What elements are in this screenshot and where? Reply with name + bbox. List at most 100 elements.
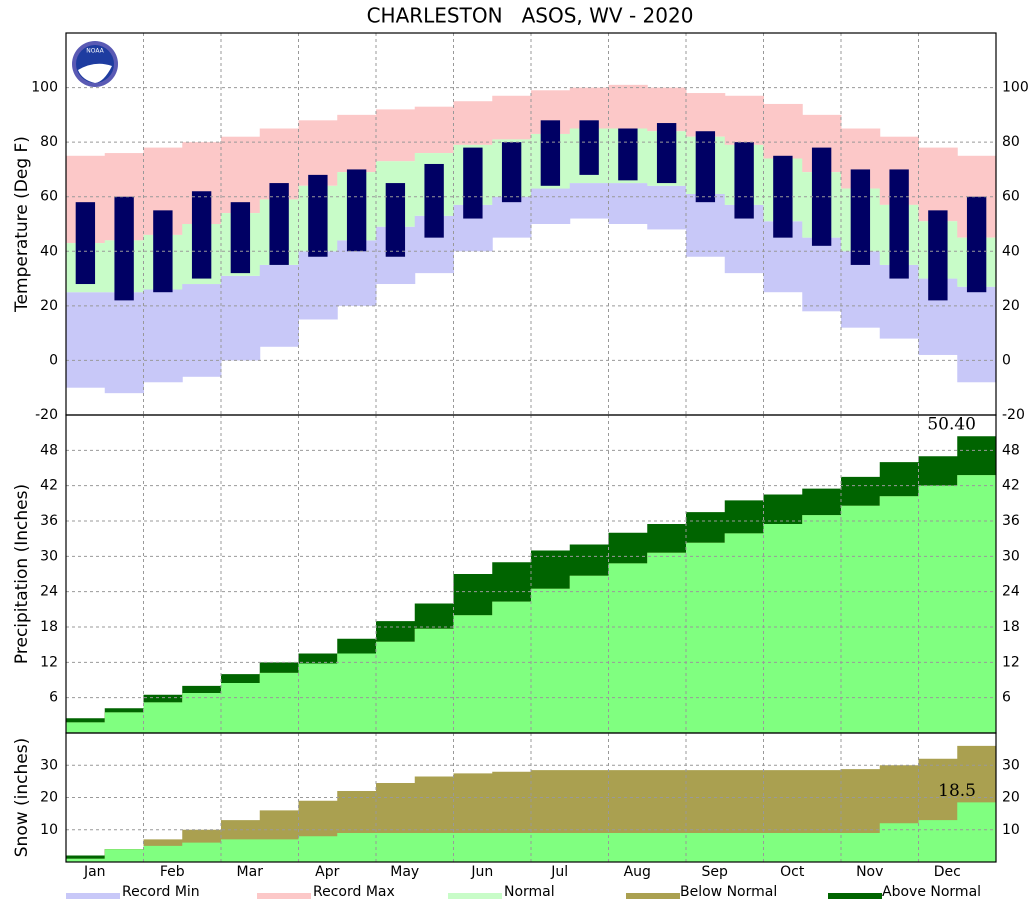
- x-tick-label: Apr: [315, 864, 339, 880]
- y-tick-label: 42: [40, 478, 58, 494]
- legend-swatch: [66, 893, 120, 899]
- record-min-bar: [608, 183, 648, 224]
- y-tick-label: 36: [1002, 513, 1020, 529]
- plot-frame: [65, 732, 997, 863]
- record-max-bar: [492, 95, 532, 140]
- y-tick-label: 10: [40, 822, 58, 838]
- observed-bar: [385, 183, 406, 257]
- y-tick-label: 24: [40, 584, 58, 600]
- observed-bar: [308, 174, 328, 257]
- y-tick-label: 12: [1002, 654, 1020, 670]
- record-max-bar: [608, 84, 648, 129]
- observed-bar: [618, 128, 638, 181]
- y-tick-label: 18: [1002, 619, 1020, 635]
- y-axis-label: Snow (inches): [12, 738, 32, 857]
- y-tick-label: 100: [1002, 80, 1029, 96]
- observed-bar: [191, 191, 212, 279]
- observed-bar: [734, 142, 754, 219]
- observed-bar: [424, 163, 444, 238]
- x-tick-label: Sep: [702, 864, 729, 880]
- x-tick-label: Nov: [856, 864, 883, 880]
- y-tick-label: 42: [1002, 478, 1020, 494]
- record-min-bar: [802, 237, 842, 312]
- x-tick-label: Feb: [160, 864, 185, 880]
- record-max-bar: [337, 114, 377, 173]
- observed-bar: [928, 210, 948, 301]
- y-tick-label: 18: [40, 619, 58, 635]
- x-tick-label: Jun: [470, 864, 493, 880]
- y-tick-label: 20: [1002, 298, 1020, 314]
- observed-bar: [850, 169, 871, 265]
- record-max-bar: [686, 93, 726, 137]
- observed-bar: [230, 202, 251, 274]
- record-min-bar: [492, 196, 532, 238]
- record-min-bar: [298, 251, 338, 320]
- y-tick-label: 60: [40, 189, 58, 205]
- y-axis-label: Temperature (Deg F): [12, 136, 32, 313]
- x-tick-label: Jul: [550, 864, 568, 880]
- observed-bar: [695, 131, 716, 203]
- value-label: 18.5: [938, 781, 976, 801]
- legend-swatch: [828, 893, 882, 899]
- record-max-bar: [414, 106, 454, 154]
- observed-bar: [540, 120, 561, 186]
- y-tick-label: -20: [1002, 407, 1025, 423]
- legend-swatch: [257, 893, 311, 899]
- record-max-bar: [453, 101, 493, 145]
- y-tick-label: 6: [1002, 690, 1011, 706]
- observed-bar: [966, 196, 987, 293]
- observed-bar: [579, 120, 599, 175]
- y-tick-label: 20: [40, 790, 58, 806]
- y-tick-label: 40: [1002, 243, 1020, 259]
- y-tick-label: 40: [40, 243, 58, 259]
- y-tick-label: 10: [1002, 822, 1020, 838]
- legend-label: Below Normal: [680, 884, 777, 900]
- record-min-bar: [647, 185, 687, 230]
- y-tick-label: 20: [1002, 790, 1020, 806]
- observed-bar: [114, 196, 134, 301]
- y-tick-label: 0: [49, 352, 58, 368]
- y-tick-label: 20: [40, 298, 58, 314]
- observed-bar: [75, 202, 96, 285]
- record-min-bar: [66, 292, 106, 388]
- observed-bar: [811, 147, 832, 246]
- y-tick-label: 80: [40, 134, 58, 150]
- x-tick-label: Mar: [237, 864, 264, 880]
- y-tick-label: 100: [31, 80, 58, 96]
- legend-label: Above Normal: [882, 884, 981, 900]
- record-min-bar: [531, 188, 571, 224]
- observed-bar: [501, 142, 522, 203]
- record-min-bar: [957, 286, 997, 383]
- y-tick-label: 12: [40, 654, 58, 670]
- y-tick-label: 30: [1002, 757, 1020, 773]
- record-max-bar: [724, 95, 764, 145]
- y-tick-label: -20: [35, 407, 58, 423]
- chart-title: CHARLESTON ASOS, WV - 2020: [367, 4, 694, 28]
- record-max-bar: [763, 103, 803, 159]
- svg-text:NOAA: NOAA: [86, 48, 104, 55]
- legend-label: Normal: [504, 884, 555, 900]
- y-tick-label: 48: [1002, 442, 1020, 458]
- y-axis-label: Precipitation (Inches): [12, 484, 32, 664]
- y-tick-label: 80: [1002, 134, 1020, 150]
- x-tick-label: May: [390, 864, 419, 880]
- record-min-bar: [143, 289, 183, 383]
- y-tick-label: 30: [1002, 548, 1020, 564]
- legend-label: Record Min: [122, 884, 200, 900]
- record-min-bar: [221, 275, 261, 361]
- x-tick-label: Dec: [934, 864, 961, 880]
- record-min-bar: [569, 183, 609, 219]
- observed-bar: [269, 183, 289, 265]
- y-tick-label: 36: [40, 513, 58, 529]
- y-tick-label: 0: [1002, 352, 1011, 368]
- y-tick-label: 24: [1002, 584, 1020, 600]
- observed-bar: [346, 169, 367, 252]
- y-tick-label: 60: [1002, 189, 1020, 205]
- y-tick-label: 48: [40, 442, 58, 458]
- x-tick-label: Aug: [624, 864, 651, 880]
- record-max-bar: [918, 147, 958, 222]
- observed-bar: [656, 123, 677, 184]
- record-max-bar: [376, 109, 416, 162]
- record-min-bar: [182, 284, 222, 377]
